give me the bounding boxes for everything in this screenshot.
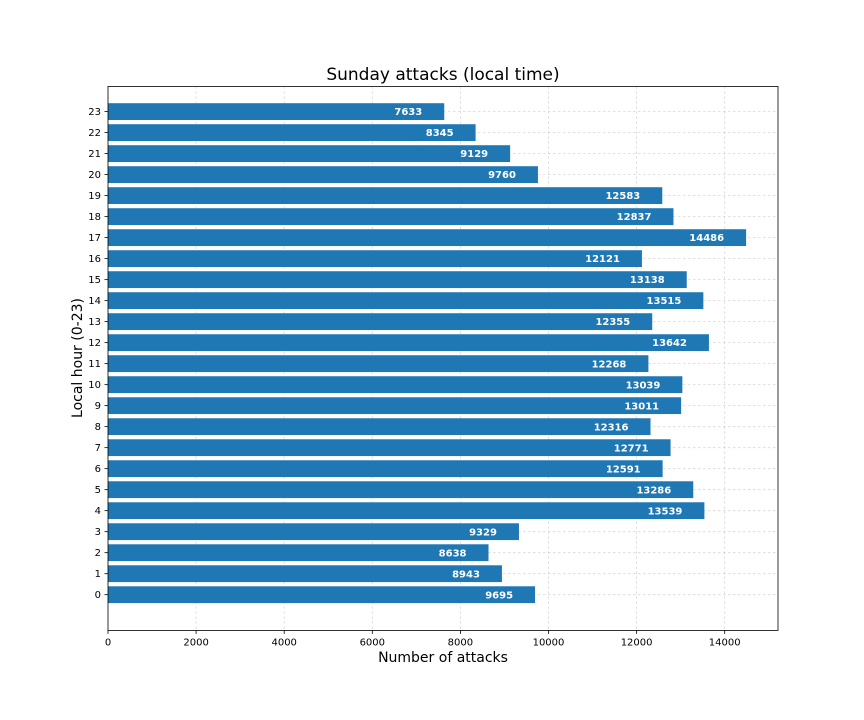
y-tick-label: 3 [95,527,101,538]
bar-hour-9 [108,397,682,415]
y-tick-label: 12 [88,338,101,349]
bar-hour-5 [108,481,694,499]
x-tick-label: 12000 [621,637,653,648]
bar-hour-21 [108,145,511,163]
bar-value-label: 13011 [624,401,659,412]
y-tick-label: 5 [95,485,101,496]
bar-hour-16 [108,250,642,268]
y-tick-label: 2 [95,548,101,559]
bar-value-label: 12591 [606,464,641,475]
y-tick-label: 20 [88,170,101,181]
y-tick-label: 22 [88,128,101,139]
bar-hour-1 [108,565,502,583]
y-tick-label: 4 [95,506,101,517]
bar-value-label: 13138 [630,275,665,286]
bar-value-label: 9329 [469,527,497,538]
bar-value-label: 12355 [595,317,630,328]
y-tick-label: 10 [88,380,101,391]
bar-value-label: 14486 [689,233,724,244]
y-tick-label: 14 [88,296,101,307]
y-tick-label: 8 [95,422,101,433]
bar-hour-20 [108,166,538,184]
bar-hour-14 [108,292,704,310]
y-tick-label: 6 [95,464,101,475]
x-tick-label: 4000 [271,637,296,648]
plot-frame [107,86,779,631]
bar-hour-13 [108,313,653,331]
bar-value-label: 9695 [485,590,513,601]
bar-value-label: 13515 [647,296,682,307]
bar-value-label: 13286 [636,485,671,496]
y-tick-label: 0 [95,590,101,601]
y-tick-label: 16 [88,254,101,265]
bar-value-label: 7633 [394,107,422,118]
bar-hour-15 [108,271,687,289]
y-tick-label: 11 [88,359,101,370]
x-tick-label: 0 [105,637,111,648]
bar-value-label: 12121 [585,254,620,265]
x-tick-label: 2000 [183,637,208,648]
bar-value-label: 13039 [626,380,661,391]
x-axis: 0 2000 4000 6000 8000 10000 12000 14000 [105,630,741,648]
bar-value-label: 12771 [614,443,649,454]
bar-hour-18 [108,208,674,226]
bar-hour-2 [108,544,489,562]
chart-title: Sunday attacks (local time) [326,65,559,85]
bar-value-label: 13539 [648,506,683,517]
y-tick-label: 9 [95,401,101,412]
bar-value-label: 12583 [605,191,640,202]
y-tick-label: 19 [88,191,101,202]
y-tick-label: 13 [88,317,101,328]
bar-value-label: 9760 [488,170,516,181]
bar-hour-10 [108,376,683,394]
bar-hour-6 [108,460,663,478]
bar-value-label: 9129 [460,149,488,160]
bar-hour-17 [108,229,747,247]
bar-hour-8 [108,418,651,436]
y-axis-label: Local hour (0-23) [70,298,86,418]
bar-hour-19 [108,187,663,205]
x-tick-label: 8000 [448,637,473,648]
y-tick-label: 23 [88,107,101,118]
bar-value-label: 8943 [452,569,480,580]
y-tick-label: 7 [95,443,101,454]
bar-value-label: 8638 [439,548,467,559]
y-tick-label: 18 [88,212,101,223]
bar-hour-4 [108,502,705,520]
bar-hour-23 [108,103,445,121]
x-tick-label: 6000 [360,637,385,648]
bar-hour-3 [108,523,519,541]
y-tick-label: 21 [88,149,101,160]
y-tick-label: 17 [88,233,101,244]
bar-hour-0 [108,586,536,604]
bar-value-label: 8345 [426,128,454,139]
bar-hour-7 [108,439,671,457]
x-axis-label: Number of attacks [378,650,508,666]
bar-hour-22 [108,124,476,142]
bar-hour-12 [108,334,709,352]
x-tick-label: 14000 [709,637,741,648]
y-tick-label: 1 [95,569,101,580]
y-tick-label: 15 [88,275,101,286]
bars [108,103,747,604]
bar-value-label: 12268 [592,359,627,370]
bar-hour-11 [108,355,649,373]
bar-value-label: 12316 [594,422,629,433]
x-tick-label: 10000 [533,637,565,648]
bar-value-label: 13642 [652,338,687,349]
bar-value-label: 12837 [617,212,652,223]
